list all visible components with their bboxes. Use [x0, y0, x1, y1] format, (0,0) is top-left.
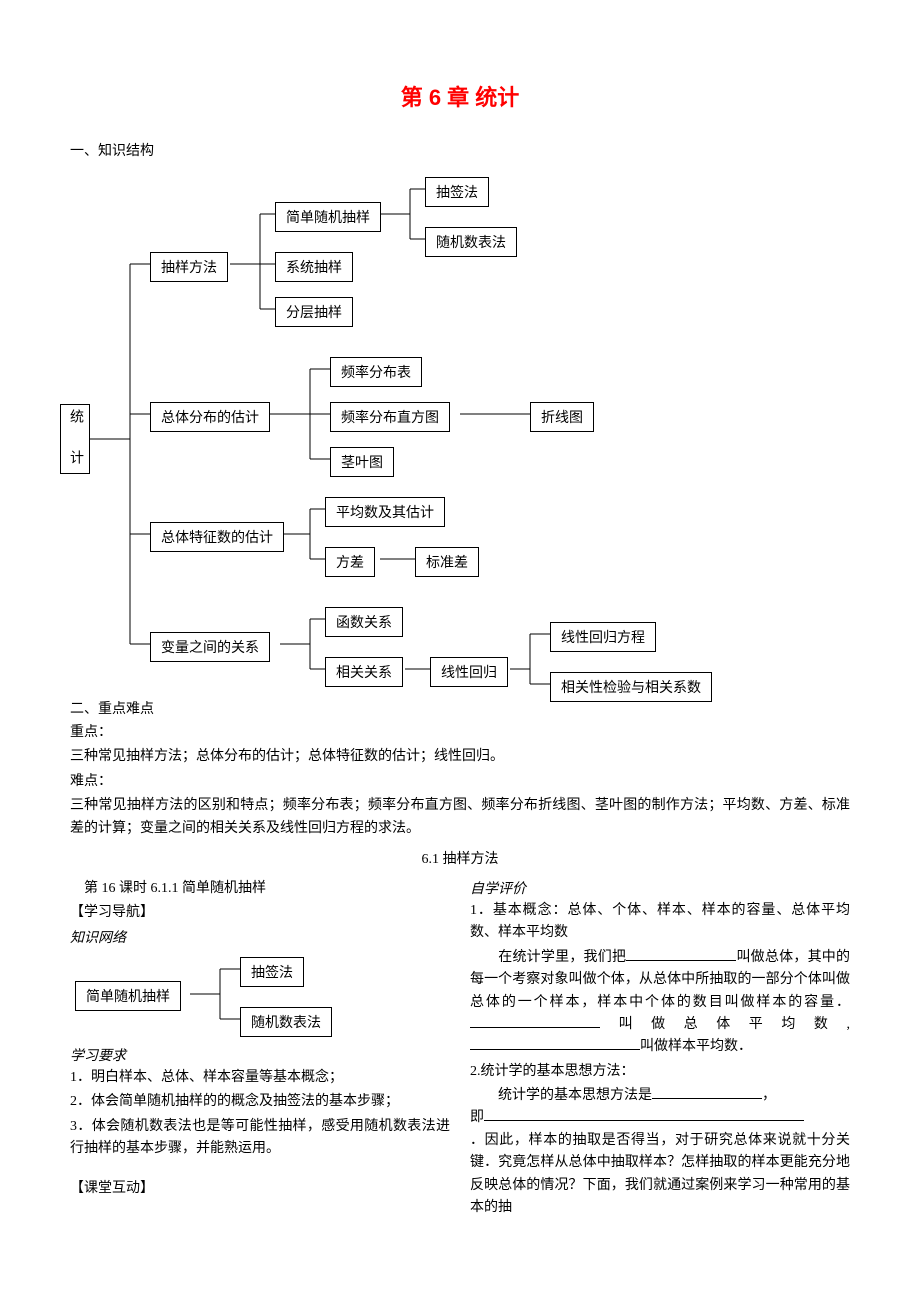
req-2: 2．体会简单随机抽样的的概念及抽签法的基本步骤； — [70, 1091, 450, 1113]
blank-3 — [470, 1036, 640, 1050]
node-line-chart: 折线图 — [530, 402, 594, 432]
mini-diagram: 简单随机抽样 抽签法 随机数表法 — [70, 949, 350, 1039]
req-3: 3．体会随机数表法也是等可能性抽样，感受用随机数表法进行抽样的基本步骤，并能熟运… — [70, 1116, 450, 1161]
node-stem-leaf: 茎叶图 — [330, 447, 394, 477]
blank-4 — [652, 1085, 762, 1099]
concept2-a: 统计学的基本思想方法是 — [498, 1088, 652, 1103]
node-linear-reg: 线性回归 — [430, 657, 508, 687]
heading-structure: 一、知识结构 — [70, 140, 850, 160]
blank-2 — [470, 1014, 600, 1028]
node-random-table: 随机数表法 — [425, 227, 517, 257]
learning-guide: 【学习导航】 — [70, 902, 450, 924]
node-systematic: 系统抽样 — [275, 252, 353, 282]
blank-5 — [484, 1107, 804, 1121]
learning-req: 学习要求 — [70, 1045, 450, 1065]
concept1-c: 叫做总体平均数, — [600, 1017, 850, 1032]
text-key: 三种常见抽样方法；总体分布的估计；总体特征数的估计；线性回归。 — [70, 746, 850, 768]
mini-random-table: 随机数表法 — [240, 1007, 332, 1037]
section-6-1-title: 6.1 抽样方法 — [70, 848, 850, 868]
node-stratified: 分层抽样 — [275, 297, 353, 327]
node-histogram: 频率分布直方图 — [330, 402, 450, 432]
concept1-a: 在统计学里，我们把 — [498, 950, 626, 965]
node-correlation: 相关关系 — [325, 657, 403, 687]
node-simple: 简单随机抽样 — [275, 202, 381, 232]
concept2-c: ．因此，样本的抽取是否得当，对于研究总体来说就十分关键．究竟怎样从总体中抽取样本… — [470, 1133, 850, 1215]
concept2-label: 2.统计学的基本思想方法： — [470, 1061, 850, 1083]
node-linear-eq: 线性回归方程 — [550, 622, 656, 652]
concept2-body: 统计学的基本思想方法是， 即 ．因此，样本的抽取是否得当，对于研究总体来说就十分… — [470, 1085, 850, 1219]
right-column: 自学评价 1．基本概念：总体、个体、样本、样本的容量、总体平均数、样本平均数 在… — [470, 876, 850, 1221]
left-column: 第 16 课时 6.1.1 简单随机抽样 【学习导航】 知识网络 简单随机抽样 … — [70, 876, 450, 1221]
node-function: 函数关系 — [325, 607, 403, 637]
blank-1 — [626, 947, 736, 961]
label-key: 重点： — [70, 722, 850, 744]
label-diff: 难点： — [70, 771, 850, 793]
node-lottery: 抽签法 — [425, 177, 489, 207]
node-sampling: 抽样方法 — [150, 252, 228, 282]
text-diff: 三种常见抽样方法的区别和特点；频率分布表；频率分布直方图、频率分布折线图、茎叶图… — [70, 795, 850, 840]
page-title: 第 6 章 统计 — [70, 80, 850, 112]
node-distribution: 总体分布的估计 — [150, 402, 270, 432]
node-corr-test: 相关性检验与相关系数 — [550, 672, 712, 702]
knowledge-network: 知识网络 — [70, 927, 450, 947]
concept1-d: 叫做样本平均数． — [640, 1039, 752, 1054]
node-variance: 方差 — [325, 547, 375, 577]
concept1-body: 在统计学里，我们把叫做总体，其中的每一个考察对象叫做个体，从总体中所抽取的一部分… — [470, 947, 850, 1059]
lesson-title: 第 16 课时 6.1.1 简单随机抽样 — [84, 878, 450, 900]
concept1-label: 1．基本概念：总体、个体、样本、样本的容量、总体平均数、样本平均数 — [470, 900, 850, 945]
main-diagram: 统 计 抽样方法 总体分布的估计 总体特征数的估计 变量之间的关系 简单随机抽样… — [60, 164, 840, 694]
mini-simple: 简单随机抽样 — [75, 981, 181, 1011]
node-root: 统 计 — [60, 404, 90, 474]
mini-lottery: 抽签法 — [240, 957, 304, 987]
concept2-b: 即 — [470, 1110, 484, 1125]
node-freq-table: 频率分布表 — [330, 357, 422, 387]
node-feature: 总体特征数的估计 — [150, 522, 284, 552]
class-interact: 【课堂互动】 — [70, 1178, 450, 1200]
node-relation: 变量之间的关系 — [150, 632, 270, 662]
req-1: 1．明白样本、总体、样本容量等基本概念； — [70, 1067, 450, 1089]
heading-keypoints: 二、重点难点 — [70, 698, 850, 718]
node-stddev: 标准差 — [415, 547, 479, 577]
self-eval: 自学评价 — [470, 878, 850, 898]
node-mean: 平均数及其估计 — [325, 497, 445, 527]
